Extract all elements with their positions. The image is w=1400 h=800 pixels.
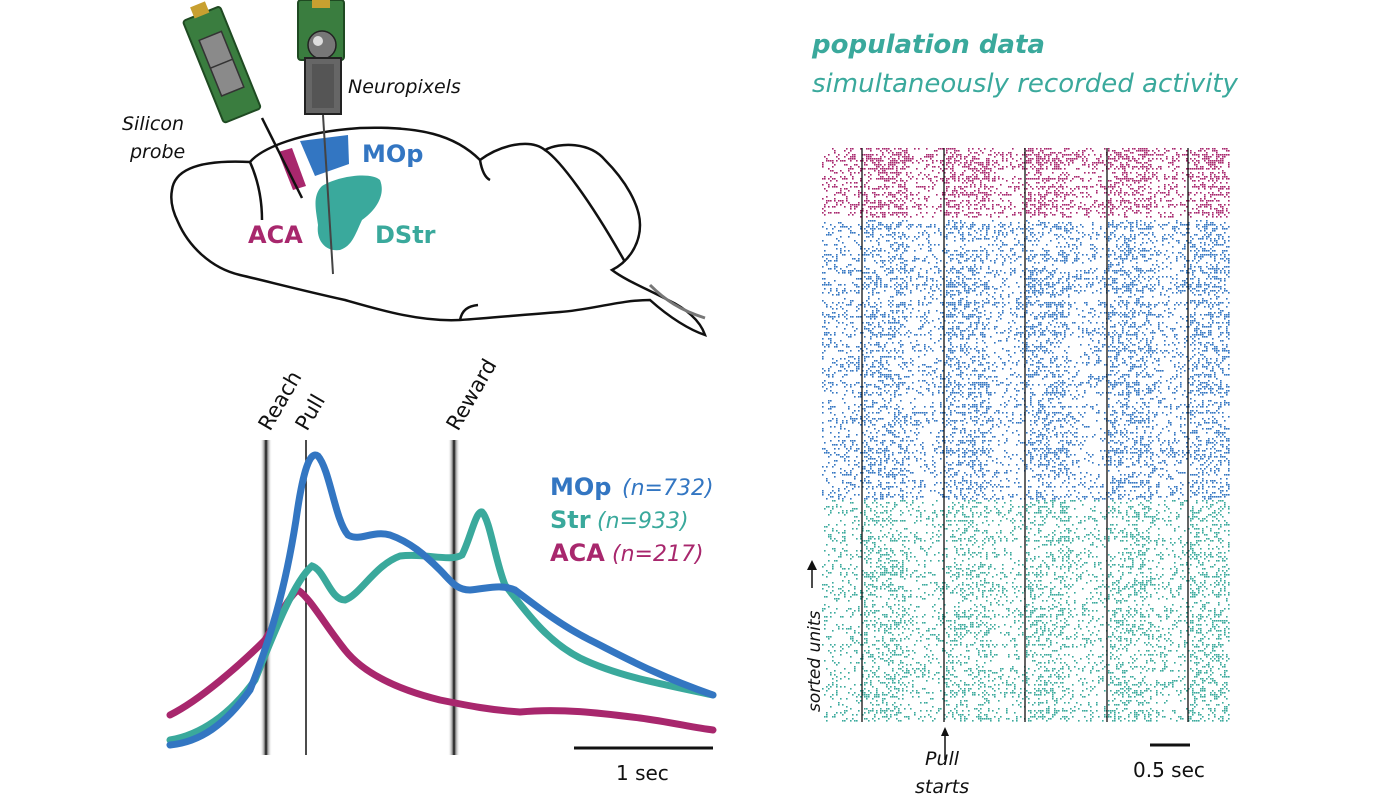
brain-fold-3	[544, 148, 627, 263]
region-aca-label: ACA	[248, 221, 303, 249]
brain-fold-1	[248, 161, 264, 221]
y-axis-label: sorted units	[805, 610, 825, 712]
neuropixels-probe	[297, 0, 345, 115]
raster-title: population data	[811, 30, 1045, 60]
brain-fold-2	[478, 159, 491, 182]
legend-mop-count: (n=732)	[622, 476, 714, 501]
legend-mop-region: MOp	[550, 473, 611, 501]
raster-band-aca	[822, 148, 1230, 218]
aca-region	[278, 148, 306, 190]
trace-str	[166, 508, 717, 744]
trace-mop	[166, 451, 717, 749]
psth-scale-bar-label: 1 sec	[616, 761, 669, 785]
reach-event-bar	[260, 440, 272, 755]
legend-str-region: Str	[550, 506, 591, 534]
silicon-probe-shank	[260, 117, 304, 199]
dstr-region	[315, 175, 382, 251]
region-dstr-label: DStr	[375, 221, 436, 249]
brain-diagram: Silicon probe Neuropixels MOp ACA DStr	[122, 0, 707, 337]
silicon-probe-label-line1: Silicon	[122, 113, 184, 135]
pull-starts-line2: starts	[915, 776, 969, 798]
region-mop-label: MOp	[362, 140, 423, 168]
brain-fold-4	[458, 303, 479, 321]
reward-event-bar	[448, 440, 460, 755]
raster-band-str	[822, 500, 1230, 722]
legend-aca-count: (n=217)	[612, 542, 704, 567]
event-label-pull: Pull	[291, 390, 330, 434]
psth-panel: Reach Pull Reward MOp (n=732) Str (n=933…	[166, 355, 717, 785]
legend-aca-region: ACA	[550, 539, 605, 567]
pull-starts-arrowhead	[941, 727, 949, 736]
neuropixels-shank	[322, 114, 334, 275]
raster-subtitle: simultaneously recorded activity	[812, 69, 1239, 99]
brain-tail	[648, 283, 706, 320]
neuropixels-label: Neuropixels	[348, 76, 461, 98]
pull-starts-line1: Pull	[925, 748, 960, 770]
raster-panel: population data simultaneously recorded …	[805, 30, 1239, 798]
raster-plot	[822, 148, 1230, 722]
event-label-reward: Reward	[442, 355, 502, 435]
y-axis-arrowhead	[807, 560, 817, 570]
silicon-probe	[182, 1, 262, 124]
raster-band-mop	[822, 220, 1230, 500]
raster-scale-bar-label: 0.5 sec	[1133, 758, 1205, 782]
silicon-probe-label-line2: probe	[129, 141, 185, 163]
mop-region	[300, 135, 349, 176]
legend-str-count: (n=933)	[597, 509, 689, 534]
